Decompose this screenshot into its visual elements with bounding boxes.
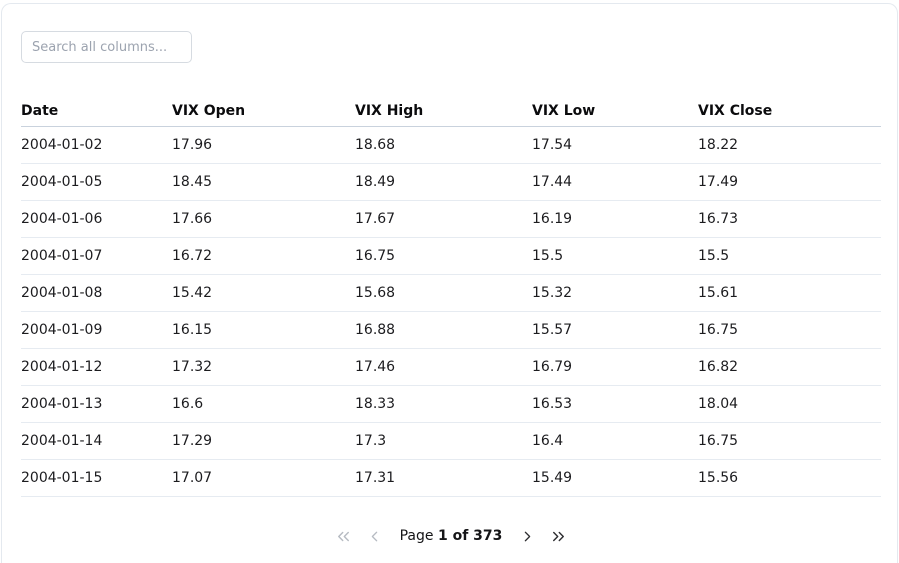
column-header-date: Date (21, 96, 172, 127)
page-indicator: Page 1 of 373 (400, 528, 503, 544)
table-row: 2004-01-13 16.6 18.33 16.53 18.04 (21, 385, 881, 423)
cell-vix-high: 16.88 (355, 311, 532, 349)
chevron-left-icon (366, 528, 383, 545)
cell-vix-low: 16.19 (532, 200, 698, 238)
cell-vix-low: 16.53 (532, 385, 698, 423)
cell-date: 2004-01-08 (21, 274, 172, 312)
cell-vix-open: 17.32 (172, 348, 355, 386)
cell-date: 2004-01-13 (21, 385, 172, 423)
cell-date: 2004-01-07 (21, 237, 172, 275)
cell-vix-open: 17.29 (172, 422, 355, 460)
cell-date: 2004-01-05 (21, 163, 172, 201)
chevron-right-icon (519, 528, 536, 545)
cell-vix-high: 17.46 (355, 348, 532, 386)
cell-vix-high: 15.68 (355, 274, 532, 312)
cell-vix-open: 18.45 (172, 163, 355, 201)
column-header-vix-low: VIX Low (532, 96, 698, 127)
cell-vix-high: 17.31 (355, 459, 532, 497)
cell-vix-high: 18.33 (355, 385, 532, 423)
last-page-button[interactable] (549, 527, 568, 546)
cell-vix-open: 16.72 (172, 237, 355, 275)
cell-vix-close: 15.61 (698, 274, 881, 312)
column-header-vix-high: VIX High (355, 96, 532, 127)
table-row: 2004-01-05 18.45 18.49 17.44 17.49 (21, 163, 881, 201)
cell-vix-low: 17.54 (532, 126, 698, 164)
table-row: 2004-01-09 16.15 16.88 15.57 16.75 (21, 311, 881, 349)
page-label: Page (399, 528, 434, 544)
cell-vix-close: 16.75 (698, 422, 881, 460)
cell-vix-open: 15.42 (172, 274, 355, 312)
previous-page-button[interactable] (366, 528, 383, 545)
pagination: Page 1 of 373 (21, 527, 881, 546)
cell-date: 2004-01-15 (21, 459, 172, 497)
cell-vix-high: 18.68 (355, 126, 532, 164)
table-row: 2004-01-14 17.29 17.3 16.4 16.75 (21, 422, 881, 460)
cell-vix-open: 16.15 (172, 311, 355, 349)
cell-vix-close: 18.04 (698, 385, 881, 423)
cell-date: 2004-01-12 (21, 348, 172, 386)
cell-date: 2004-01-02 (21, 126, 172, 164)
table-card: Date VIX Open VIX High VIX Low VIX Close… (1, 3, 898, 563)
page-info: 1 of 373 (437, 528, 503, 544)
cell-vix-close: 18.22 (698, 126, 881, 164)
table-header-row: Date VIX Open VIX High VIX Low VIX Close (21, 96, 881, 127)
first-page-button[interactable] (334, 527, 353, 546)
table-row: 2004-01-12 17.32 17.46 16.79 16.82 (21, 348, 881, 386)
chevrons-left-icon (334, 527, 353, 546)
cell-vix-low: 15.49 (532, 459, 698, 497)
table-row: 2004-01-07 16.72 16.75 15.5 15.5 (21, 237, 881, 275)
cell-vix-close: 15.5 (698, 237, 881, 275)
cell-vix-high: 17.67 (355, 200, 532, 238)
table-row: 2004-01-08 15.42 15.68 15.32 15.61 (21, 274, 881, 312)
next-page-button[interactable] (519, 528, 536, 545)
cell-vix-close: 16.73 (698, 200, 881, 238)
chevrons-right-icon (549, 527, 568, 546)
cell-vix-open: 17.96 (172, 126, 355, 164)
column-header-vix-open: VIX Open (172, 96, 355, 127)
cell-vix-close: 16.75 (698, 311, 881, 349)
search-input[interactable] (21, 31, 192, 63)
table-row: 2004-01-15 17.07 17.31 15.49 15.56 (21, 459, 881, 497)
cell-vix-open: 17.66 (172, 200, 355, 238)
cell-vix-high: 17.3 (355, 422, 532, 460)
cell-date: 2004-01-09 (21, 311, 172, 349)
cell-vix-close: 16.82 (698, 348, 881, 386)
cell-vix-low: 15.5 (532, 237, 698, 275)
data-table: Date VIX Open VIX High VIX Low VIX Close… (21, 96, 881, 497)
cell-vix-low: 17.44 (532, 163, 698, 201)
cell-vix-close: 15.56 (698, 459, 881, 497)
cell-vix-close: 17.49 (698, 163, 881, 201)
cell-vix-high: 18.49 (355, 163, 532, 201)
cell-date: 2004-01-14 (21, 422, 172, 460)
column-header-vix-close: VIX Close (698, 96, 881, 127)
cell-vix-low: 16.79 (532, 348, 698, 386)
table-row: 2004-01-02 17.96 18.68 17.54 18.22 (21, 126, 881, 164)
table-row: 2004-01-06 17.66 17.67 16.19 16.73 (21, 200, 881, 238)
cell-vix-high: 16.75 (355, 237, 532, 275)
cell-vix-open: 16.6 (172, 385, 355, 423)
cell-vix-low: 15.57 (532, 311, 698, 349)
cell-vix-low: 16.4 (532, 422, 698, 460)
cell-vix-open: 17.07 (172, 459, 355, 497)
cell-date: 2004-01-06 (21, 200, 172, 238)
cell-vix-low: 15.32 (532, 274, 698, 312)
